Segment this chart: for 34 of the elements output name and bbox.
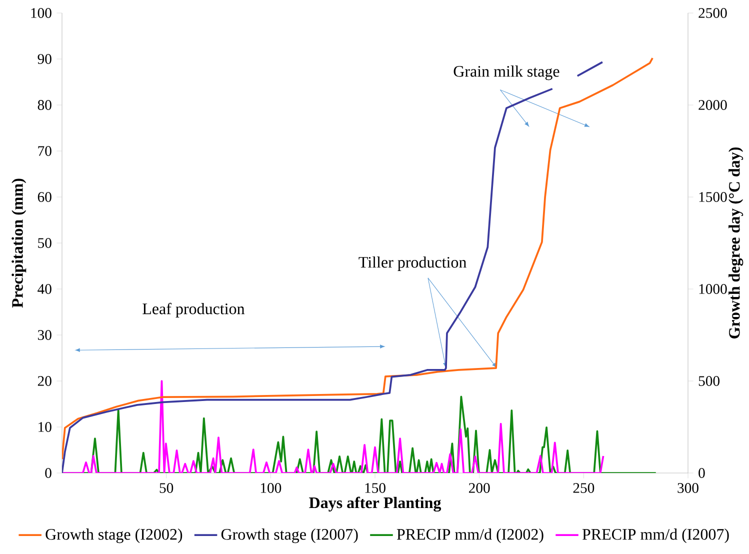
y-tick-label: 20 xyxy=(38,376,52,386)
x-axis-title: Days after Planting xyxy=(309,496,442,512)
y-tick-label: 10 xyxy=(38,422,52,432)
y-tick-label: 80 xyxy=(38,100,52,110)
y2-tick-label: 500 xyxy=(698,376,720,386)
y2-tick-label: 1500 xyxy=(699,192,727,202)
y-tick-label: 60 xyxy=(38,192,52,202)
y-tick-label: 90 xyxy=(38,54,52,64)
y2-tick-label: 0 xyxy=(698,468,705,478)
y-tick-label: 30 xyxy=(38,330,52,340)
annotation: Tiller production xyxy=(358,256,466,271)
y-tick-label: 70 xyxy=(38,146,52,156)
annotation: Grain milk stage xyxy=(454,66,560,80)
legend-label: Growth stage (I2007) xyxy=(221,528,358,544)
y-tick-label: 50 xyxy=(38,238,52,248)
x-tick-label: 100 xyxy=(260,483,282,493)
y-axis-title: Precipitation (mm) xyxy=(12,178,26,308)
y-tick-label: 100 xyxy=(31,8,52,18)
x-tick-label: 200 xyxy=(468,483,490,493)
y2-tick-label: 2000 xyxy=(698,100,727,110)
legend-label: PRECIP mm/d (I2002) xyxy=(396,528,544,544)
x-tick-label: 250 xyxy=(573,483,594,493)
y-tick-label: 0 xyxy=(45,468,52,478)
annotation: Leaf production xyxy=(142,302,245,318)
x-tick-label: 300 xyxy=(678,483,698,493)
x-tick-label: 150 xyxy=(365,483,386,493)
line-series xyxy=(62,380,604,473)
y2-axis-title: Growth degree day (°C day) xyxy=(728,147,744,338)
y2-tick-label: 1000 xyxy=(699,284,727,294)
legend-label: PRECIP mm/d (I2007) xyxy=(582,528,729,544)
legend-label: Growth stage (I2002) xyxy=(46,528,182,544)
y2-tick-label: 2500 xyxy=(698,8,727,18)
y-tick-label: 40 xyxy=(38,284,52,294)
x-tick-label: 50 xyxy=(160,483,174,493)
